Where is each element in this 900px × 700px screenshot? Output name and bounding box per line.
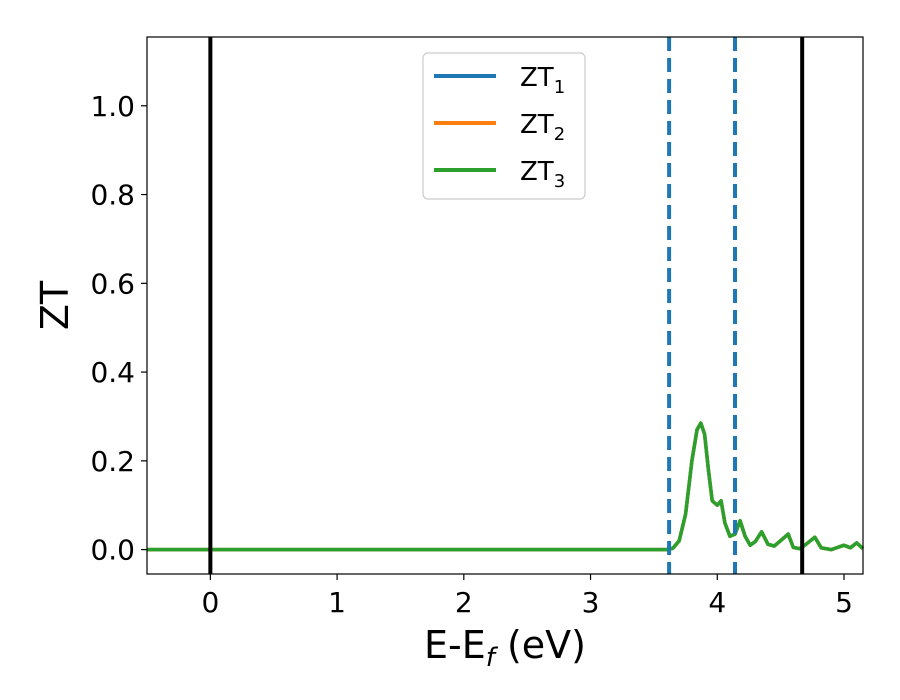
axis-ticks: 0 1 2 3 4 5 0.0 0.2 0.4 0.6 0.8 1.0 <box>90 90 852 619</box>
y-tick-label: 0.4 <box>90 356 135 389</box>
y-tick-label: 0.2 <box>90 445 135 478</box>
plot-area <box>147 37 865 574</box>
legend-label-sub: 2 <box>554 124 565 145</box>
x-tick-label: 1 <box>328 586 346 619</box>
legend-label-3: ZT3 <box>520 157 565 192</box>
x-tick-label: 0 <box>201 586 219 619</box>
x-tick-label: 2 <box>455 586 473 619</box>
legend-box <box>422 52 586 200</box>
legend-label-main: ZT <box>520 63 554 93</box>
y-tick-label: 0.8 <box>90 179 135 212</box>
plot-frame <box>146 36 864 575</box>
legend-label-main: ZT <box>520 157 554 187</box>
x-tick-label: 3 <box>582 586 600 619</box>
x-axis-label-main: E-E <box>424 623 486 667</box>
legend-label-main: ZT <box>520 110 554 140</box>
x-tick-label: 5 <box>835 586 853 619</box>
y-tick-label: 0.0 <box>90 534 135 567</box>
y-tick-label: 1.0 <box>90 90 135 123</box>
x-axis-label-tail: (eV) <box>495 623 586 667</box>
x-axis-label: E-Ef (eV) <box>424 623 586 673</box>
x-tick-label: 4 <box>708 586 726 619</box>
legend-label-sub: 3 <box>554 171 565 192</box>
legend-label-2: ZT2 <box>520 110 565 145</box>
y-axis-label: ZT <box>33 280 77 330</box>
y-tick-label: 0.6 <box>90 267 135 300</box>
legend-label-1: ZT1 <box>520 63 565 98</box>
series-line-3 <box>147 421 865 552</box>
legend-label-sub: 1 <box>554 77 565 98</box>
